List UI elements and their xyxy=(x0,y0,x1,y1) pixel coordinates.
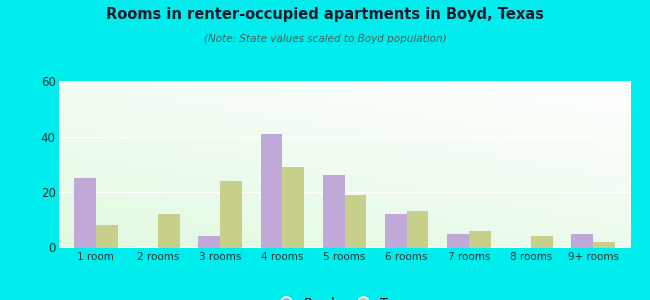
Bar xyxy=(220,181,242,248)
Bar xyxy=(571,234,593,248)
Bar xyxy=(282,167,304,248)
Bar xyxy=(469,231,491,247)
Text: (Note: State values scaled to Boyd population): (Note: State values scaled to Boyd popul… xyxy=(203,34,447,44)
Bar xyxy=(198,236,220,247)
Bar xyxy=(344,195,366,248)
Bar xyxy=(531,236,552,247)
Bar xyxy=(407,212,428,248)
Bar xyxy=(96,225,118,248)
Bar xyxy=(158,214,180,248)
Legend: Boyd, Texas: Boyd, Texas xyxy=(269,292,420,300)
Text: Rooms in renter-occupied apartments in Boyd, Texas: Rooms in renter-occupied apartments in B… xyxy=(106,7,544,22)
Bar xyxy=(447,234,469,248)
Bar xyxy=(261,134,282,248)
Bar xyxy=(385,214,407,248)
Bar xyxy=(74,178,96,248)
Bar xyxy=(323,175,345,248)
Bar xyxy=(593,242,615,247)
